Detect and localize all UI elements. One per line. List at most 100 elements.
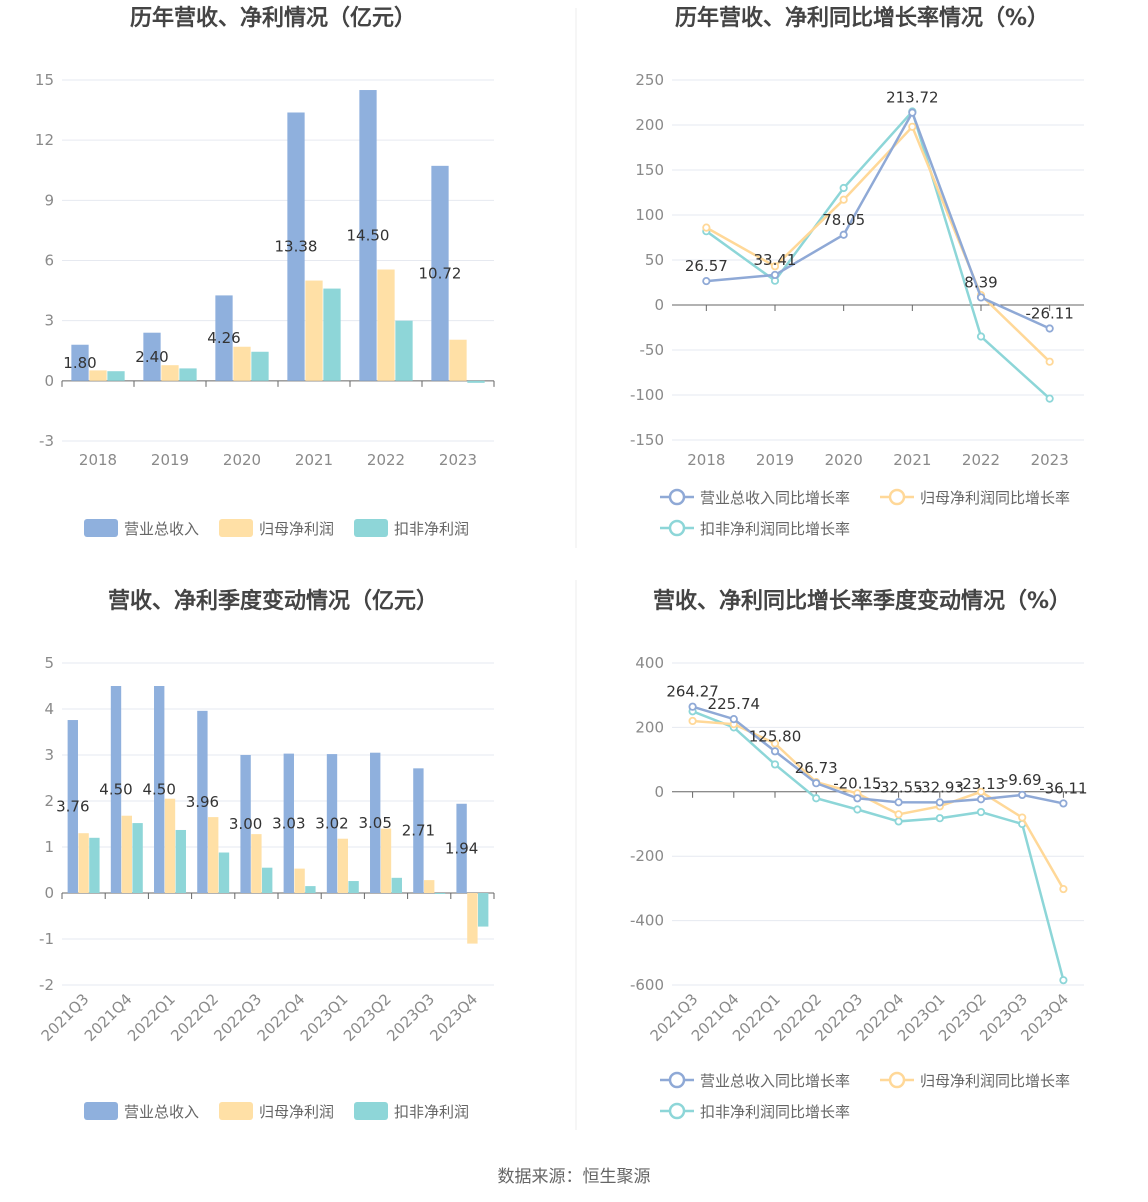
legend-item[interactable]: 归母净利润同比增长率	[880, 488, 1070, 507]
bar-扣非净利润-2023Q3	[434, 893, 446, 894]
bar-归母净利润-2023Q4	[467, 893, 478, 944]
chart-4: 营收、净利同比增长率季度变动情况（%）4002000-200-400-60020…	[630, 588, 1088, 1121]
point-营业总收入同比增长率-2023Q3	[1018, 790, 1027, 800]
data-label: 1.94	[445, 839, 478, 857]
data-label: 4.26	[207, 329, 240, 347]
y-tick-label: 3	[44, 746, 54, 764]
point-营业总收入同比增长率-2022Q4	[894, 798, 903, 807]
bar-营业总收入-2023Q1	[326, 754, 338, 893]
y-tick-label: -400	[630, 912, 664, 930]
legend-label: 营业总收入同比增长率	[700, 489, 850, 507]
data-label: -20.15	[833, 774, 881, 792]
legend-label: 营业总收入	[124, 520, 199, 538]
bar-扣非净利润-2023Q2	[391, 877, 402, 893]
legend-label: 扣非净利润	[394, 1103, 469, 1121]
legend-item[interactable]: 归母净利润	[219, 519, 334, 538]
legend-item[interactable]: 归母净利润	[219, 1102, 334, 1121]
bar-扣非净利润-2022Q1	[175, 829, 186, 893]
series-line-归母净利润同比增长率	[705, 124, 1051, 363]
bar-扣非净利润-2023Q4	[478, 893, 489, 927]
legend-marker	[668, 488, 686, 506]
point-扣非净利润同比增长率-2023Q1	[935, 814, 944, 823]
y-tick-label: 3	[44, 312, 54, 330]
legend-label: 归母净利润	[259, 520, 334, 538]
point-营业总收入同比增长率-2021Q3	[688, 702, 697, 711]
legend-marker	[668, 1102, 686, 1120]
point-归母净利润同比增长率-2023Q2	[976, 787, 986, 796]
chart-title: 营收、净利季度变动情况（亿元）	[108, 588, 438, 614]
point-归母净利润同比增长率-2021	[908, 122, 917, 131]
data-label: 3.76	[56, 798, 89, 816]
legend-swatch	[219, 1102, 253, 1120]
bar-营业总收入-2022Q4	[283, 753, 294, 893]
x-tick-label: 2023	[439, 451, 477, 469]
legend-item[interactable]: 营业总收入同比增长率	[660, 488, 850, 507]
legend-item[interactable]: 扣非净利润	[354, 1102, 469, 1121]
y-tick-label: 200	[635, 718, 664, 736]
bar-营业总收入-2022Q3	[240, 755, 251, 893]
x-tick-label: 2021	[295, 451, 333, 469]
bar-扣非净利润-2020	[251, 351, 269, 381]
point-营业总收入同比增长率-2023Q1	[935, 798, 944, 807]
y-tick-label: 200	[635, 116, 664, 134]
legend: 营业总收入 归母净利润 扣非净利润	[84, 1102, 469, 1121]
legend-item[interactable]: 扣非净利润同比增长率	[660, 519, 850, 538]
x-tick-label: 2020	[825, 451, 863, 469]
point-扣非净利润同比增长率-2022	[976, 332, 986, 341]
bar-扣非净利润-2019	[179, 368, 197, 381]
legend-item[interactable]: 扣非净利润	[354, 519, 469, 538]
x-tick-label: 2019	[151, 451, 189, 469]
data-label: 2.71	[402, 822, 435, 840]
bar-营业总收入-2021	[287, 112, 305, 381]
data-label: 264.27	[666, 683, 719, 701]
point-营业总收入同比增长率-2022Q2	[812, 779, 821, 788]
y-tick-label: -600	[630, 976, 664, 994]
point-扣非净利润同比增长率-2023	[1045, 394, 1054, 403]
bar-扣非净利润-2023Q1	[348, 881, 359, 893]
series-line-营业总收入同比增长率	[706, 109, 1051, 330]
series-line-营业总收入同比增长率	[692, 705, 1064, 805]
bar-营业总收入-2022Q2	[197, 710, 208, 893]
bar-归母净利润-2022Q4	[294, 868, 305, 893]
y-tick-label: 150	[635, 161, 664, 179]
data-label: 3.05	[358, 814, 391, 832]
point-扣非净利润同比增长率-2022Q2	[812, 794, 821, 803]
x-tick-label: 2019	[756, 451, 794, 469]
point-营业总收入同比增长率-2023Q4	[1059, 799, 1068, 808]
point-归母净利润同比增长率-2022Q1	[770, 739, 780, 748]
point-扣非净利润同比增长率-2022Q4	[894, 817, 903, 826]
x-tick-label: 2022	[367, 451, 405, 469]
point-归母净利润同比增长率-2018	[702, 223, 711, 232]
legend-label: 扣非净利润同比增长率	[700, 1103, 850, 1121]
legend-item[interactable]: 归母净利润同比增长率	[880, 1071, 1070, 1090]
point-营业总收入同比增长率-2018	[702, 276, 711, 286]
data-label: 8.39	[964, 273, 997, 291]
y-tick-label: 100	[635, 206, 664, 224]
series-line-扣非净利润同比增长率	[705, 109, 1051, 400]
legend-item[interactable]: 扣非净利润同比增长率	[660, 1102, 850, 1121]
y-tick-label: 0	[654, 783, 664, 801]
bar-归母净利润-2021	[305, 280, 323, 381]
point-归母净利润同比增长率-2023	[1045, 357, 1054, 366]
bar-归母净利润-2022Q1	[164, 798, 176, 893]
legend-swatch	[354, 519, 388, 537]
bar-营业总收入-2023Q2	[370, 752, 381, 893]
legend-label: 归母净利润同比增长率	[920, 489, 1070, 507]
legend-label: 扣非净利润	[394, 520, 469, 538]
legend-marker	[668, 1071, 686, 1089]
legend-item[interactable]: 营业总收入	[84, 1102, 199, 1121]
legend: 营业总收入 归母净利润 扣非净利润	[84, 519, 469, 538]
legend-item[interactable]: 营业总收入	[84, 519, 199, 538]
legend-label: 扣非净利润同比增长率	[700, 520, 850, 538]
bar-营业总收入-2022Q1	[154, 686, 165, 893]
point-营业总收入同比增长率-2023Q2	[976, 795, 986, 804]
x-tick-label: 2023Q4	[426, 990, 481, 1045]
point-营业总收入同比增长率-2021Q4	[729, 715, 738, 724]
legend-item[interactable]: 营业总收入同比增长率	[660, 1071, 850, 1090]
point-归母净利润同比增长率-2023Q4	[1059, 884, 1068, 894]
data-label: 26.73	[795, 759, 838, 777]
chart-title: 历年营收、净利同比增长率情况（%）	[675, 5, 1049, 31]
x-tick-label: 2021	[893, 451, 931, 469]
